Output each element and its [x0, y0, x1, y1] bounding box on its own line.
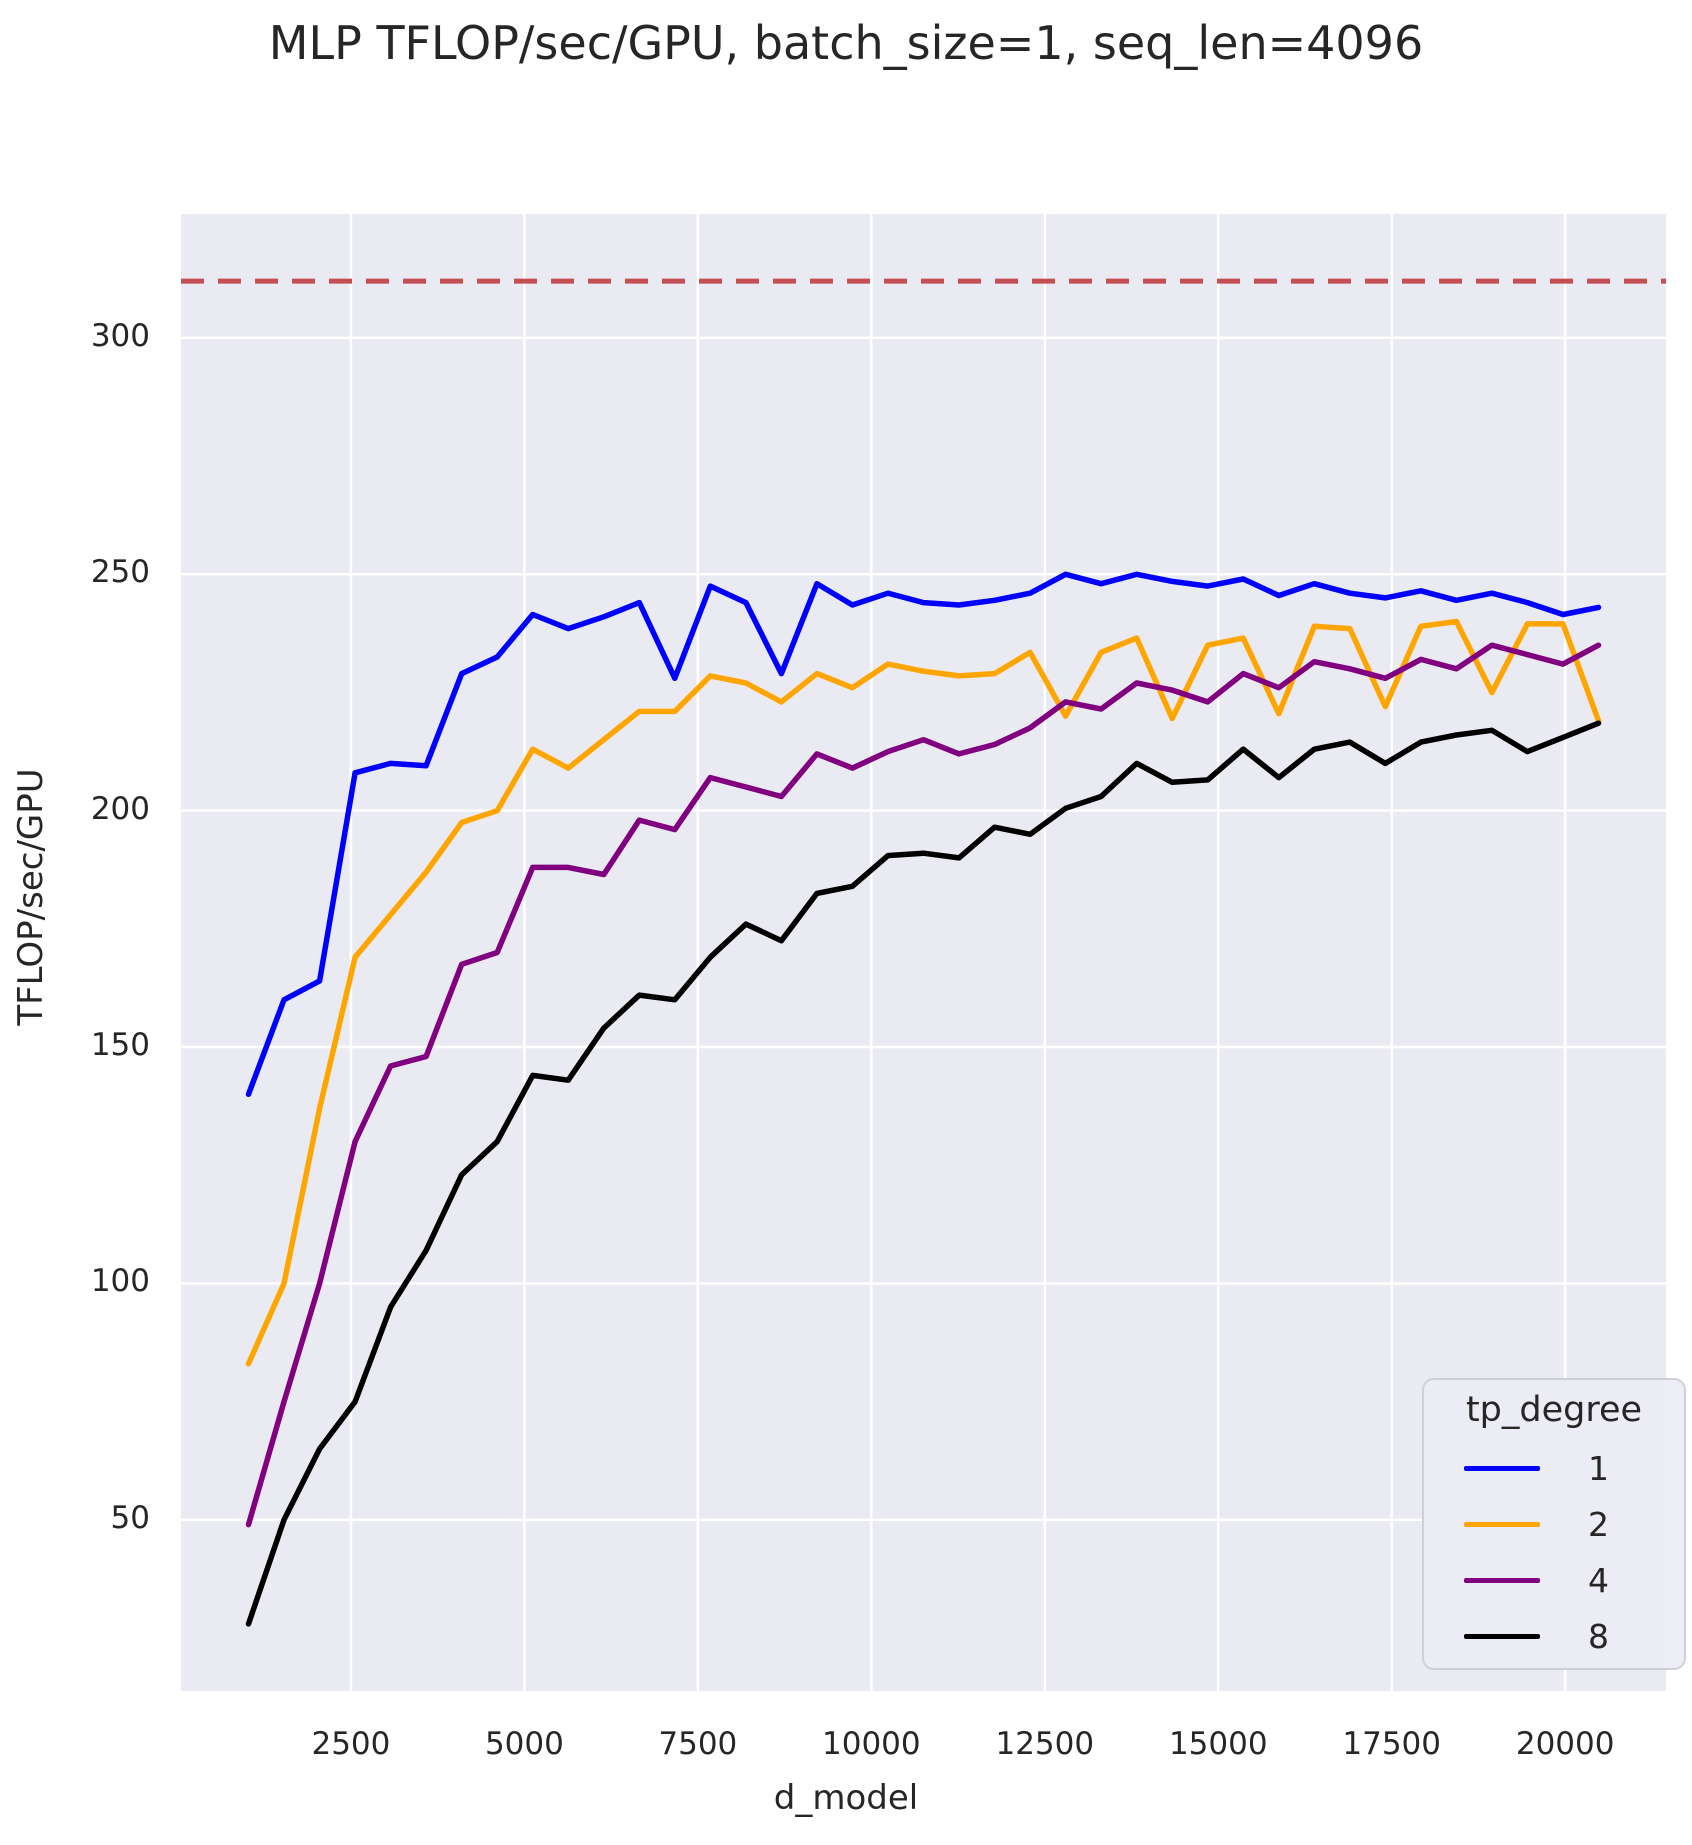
- series-line-tp-2: [245, 618, 1602, 1367]
- x-tick-label-15000: 15000: [1168, 1726, 1268, 1762]
- legend-line-swatch-tp-4: [1464, 1577, 1540, 1583]
- series-line-tp-1: [245, 571, 1602, 1098]
- legend-entry-tp-4: 4: [1424, 1552, 1684, 1608]
- y-tick-label-250: 250: [90, 554, 150, 591]
- y-tick-label-50: 50: [110, 1499, 150, 1536]
- x-tick-label-17500: 17500: [1342, 1726, 1442, 1762]
- x-axis-label: d_model: [773, 1778, 919, 1818]
- legend-entry-tp-8: 8: [1424, 1608, 1684, 1664]
- y-tick-label-150: 150: [90, 1027, 150, 1064]
- legend-entry-tp-2: 2: [1424, 1496, 1684, 1552]
- axes-background: [181, 214, 1666, 1691]
- legend-entries: 1 2 4 8: [1424, 1440, 1684, 1664]
- x-tick-label-2500: 2500: [311, 1726, 391, 1762]
- y-tick-label-200: 200: [90, 790, 150, 827]
- series-line-tp-4: [245, 642, 1602, 1528]
- x-tick-label-7500: 7500: [658, 1726, 738, 1762]
- legend-line-swatch-tp-2: [1464, 1521, 1540, 1527]
- legend-label: 8: [1588, 1616, 1609, 1656]
- legend-label: 1: [1588, 1448, 1609, 1488]
- x-tick-label-12500: 12500: [995, 1726, 1095, 1762]
- x-tick-label-10000: 10000: [822, 1726, 921, 1762]
- x-tick-label-20000: 20000: [1515, 1726, 1615, 1762]
- legend: tp_degree 1 2 4 8: [1422, 1378, 1686, 1670]
- chart-title: MLP TFLOP/sec/GPU, batch_size=1, seq_len…: [268, 16, 1424, 70]
- legend-line-swatch-tp-1: [1464, 1465, 1540, 1471]
- legend-title: tp_degree: [1465, 1390, 1643, 1430]
- legend-entry-tp-1: 1: [1424, 1440, 1684, 1496]
- series-line-tp-8: [245, 720, 1602, 1627]
- legend-line-swatch-tp-8: [1464, 1633, 1540, 1639]
- y-tick-label-300: 300: [90, 317, 150, 354]
- legend-label: 2: [1588, 1504, 1609, 1544]
- x-tick-label-5000: 5000: [484, 1726, 564, 1762]
- y-tick-label-100: 100: [90, 1263, 150, 1300]
- legend-label: 4: [1588, 1560, 1609, 1600]
